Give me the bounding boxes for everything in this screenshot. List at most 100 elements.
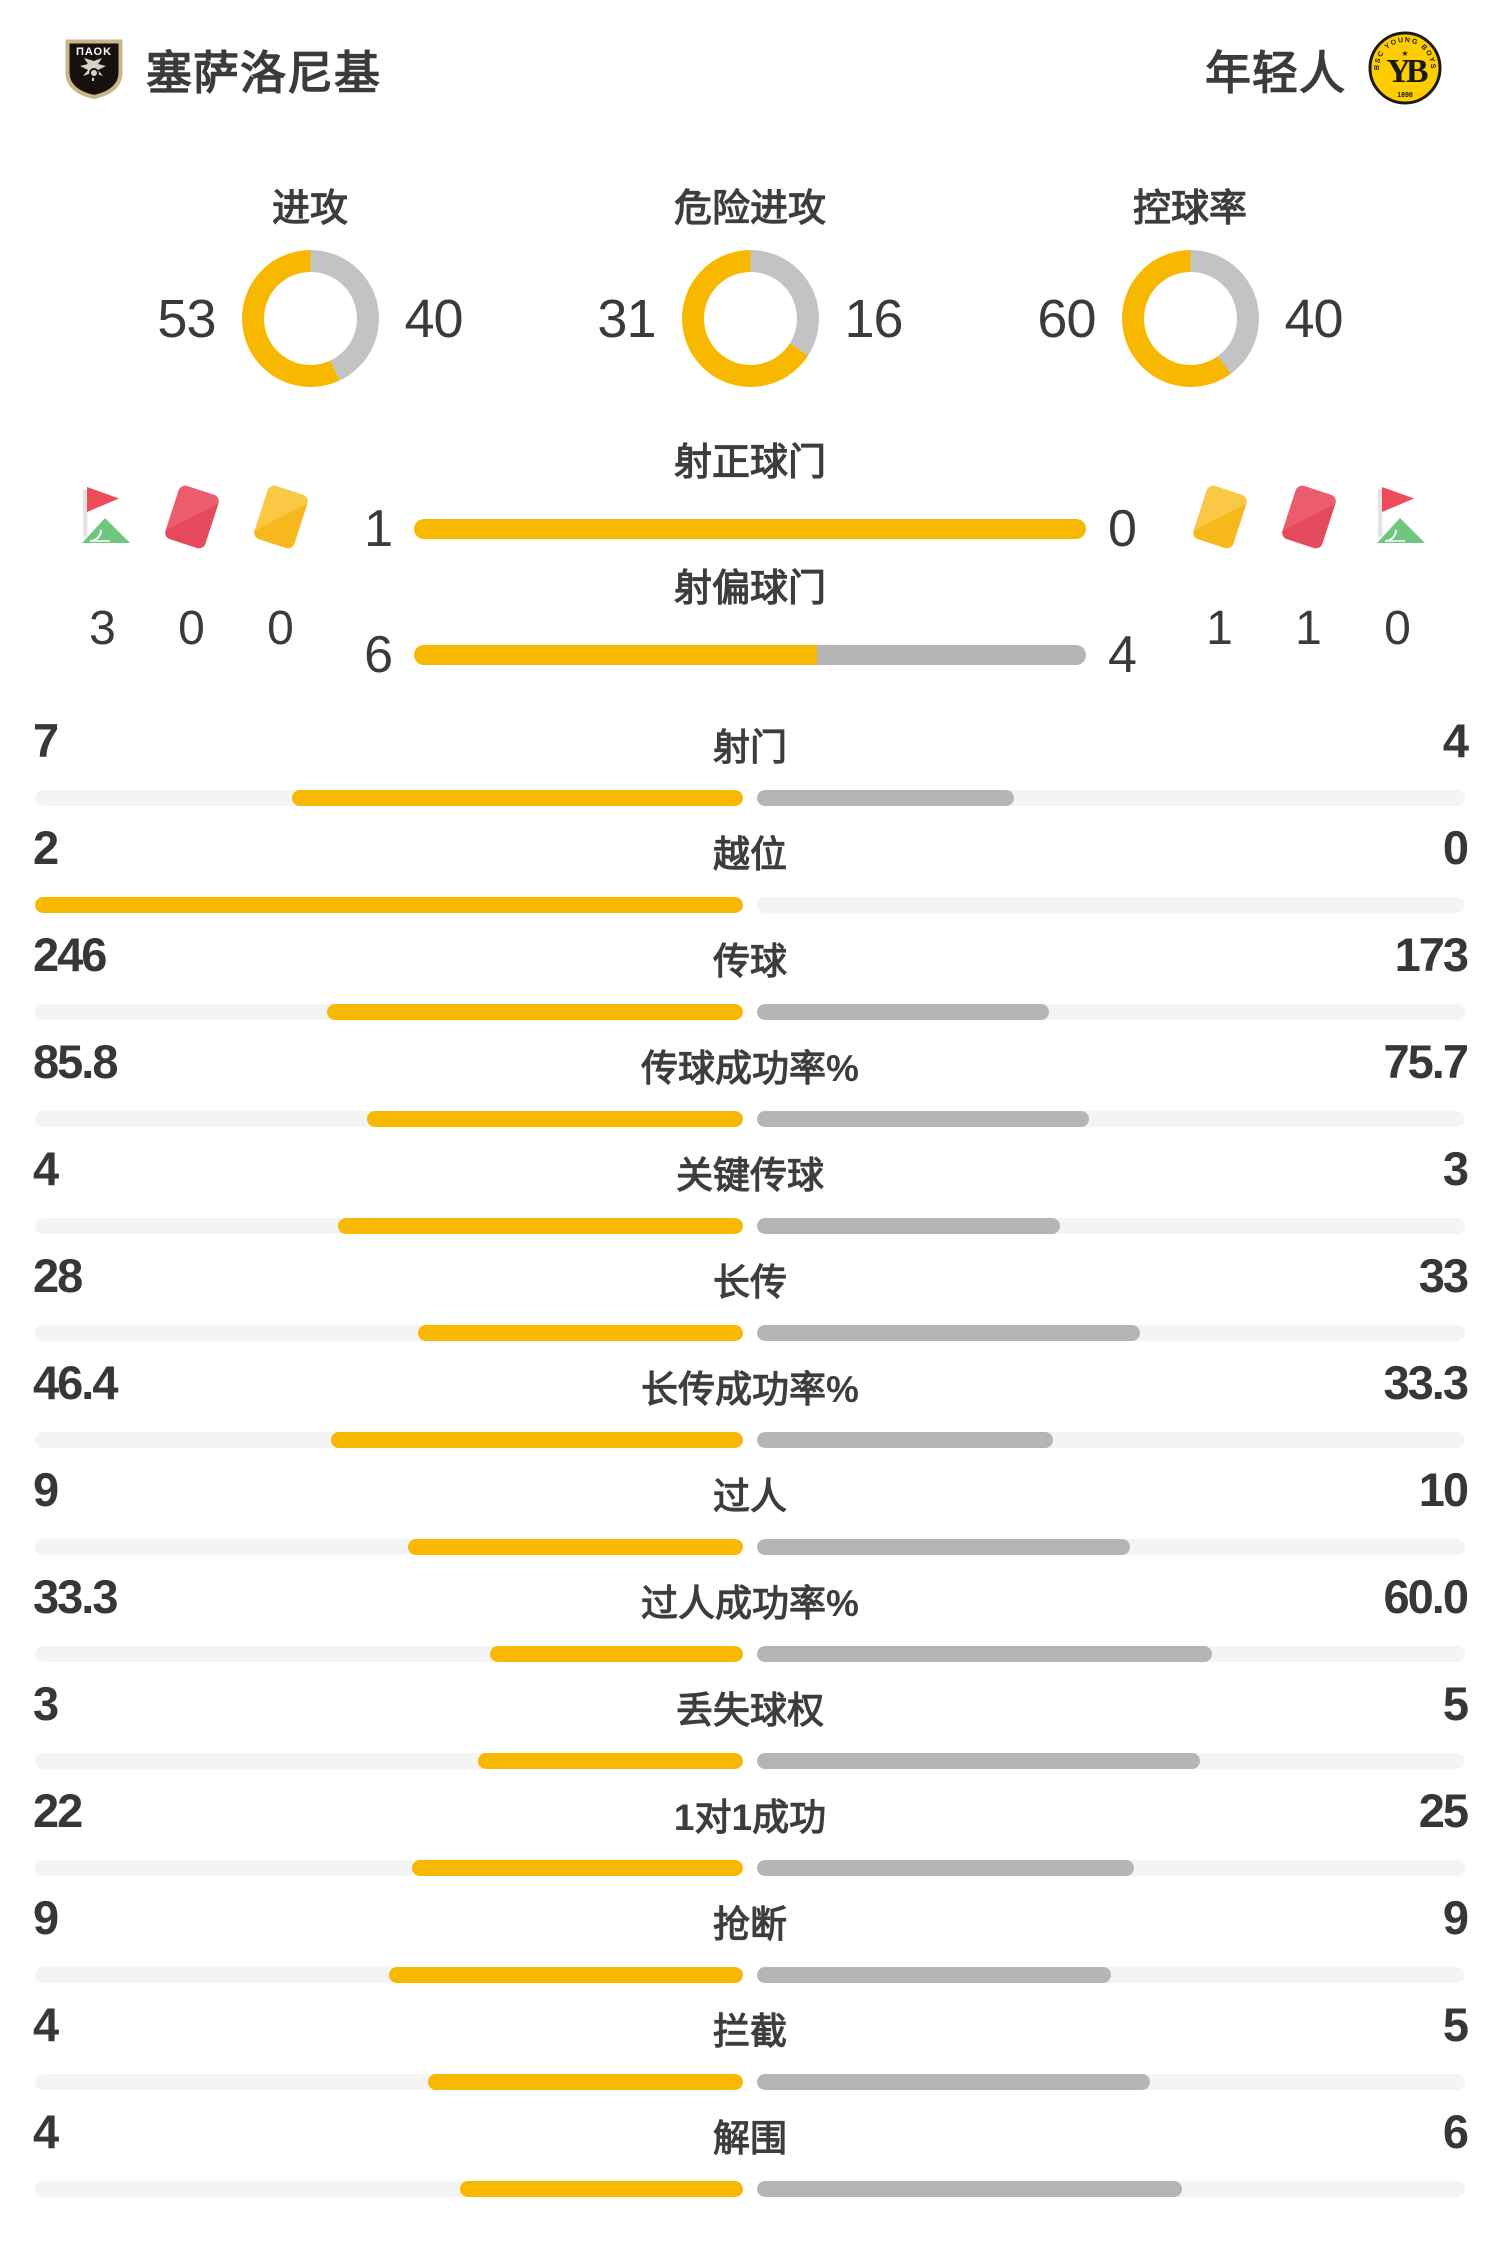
donut-row: 60 40 bbox=[1010, 250, 1370, 387]
shot-home-value: 1 bbox=[364, 500, 393, 558]
stat-bar-left-half bbox=[35, 790, 743, 806]
stat-away-bar bbox=[757, 2074, 1151, 2090]
stat-away-bar bbox=[757, 790, 1015, 806]
stat-away-bar bbox=[757, 2181, 1182, 2197]
stat-bar-left-half bbox=[35, 1432, 743, 1448]
stat-bar-center-gap bbox=[743, 1004, 757, 1020]
stat-bar-left-half bbox=[35, 2074, 743, 2090]
stat-home-bar bbox=[327, 1004, 743, 1020]
discipline-icon-cell bbox=[147, 483, 236, 551]
yellow-card-icon bbox=[1190, 483, 1249, 551]
stat-away-bar bbox=[757, 1004, 1050, 1020]
stat-bar-track bbox=[35, 1646, 1465, 1662]
stat-bar-right-half bbox=[757, 1753, 1465, 1769]
header: ΠΑΟΚ 塞萨洛尼基 年轻人 BSC YOUNG BOYS bbox=[0, 0, 1500, 112]
stat-away-value: 33.3 bbox=[1383, 1356, 1469, 1409]
stat-home-bar bbox=[338, 1218, 743, 1234]
donut-home-value: 60 bbox=[1037, 288, 1096, 349]
stat-bar-track bbox=[35, 1432, 1465, 1448]
stat-home-bar bbox=[477, 1753, 743, 1769]
stat-home-value: 85.8 bbox=[33, 1035, 118, 1088]
stat-bar-track bbox=[35, 1539, 1465, 1555]
stat-away-value: 9 bbox=[1442, 1891, 1469, 1944]
stat-bar-right-half bbox=[757, 1967, 1465, 1983]
stat-bar-right-half bbox=[757, 1860, 1465, 1876]
stat-home-value: 3 bbox=[33, 1677, 59, 1730]
stat-away-value: 173 bbox=[1394, 928, 1469, 981]
stat-home-bar bbox=[490, 1646, 743, 1662]
stat-label: 丢失球权 bbox=[676, 1690, 824, 1731]
stat-row: 2 越位 0 bbox=[0, 812, 1500, 919]
yellow-card-icon bbox=[251, 483, 310, 551]
discipline-icon-cell bbox=[236, 483, 325, 551]
donut-home-value: 53 bbox=[157, 288, 216, 349]
stat-away-value: 6 bbox=[1442, 2105, 1469, 2158]
stat-row: 46.4 长传成功率% 33.3 bbox=[0, 1347, 1500, 1454]
stat-label: 长传 bbox=[713, 1262, 787, 1303]
shot-bars-column: 射正球门 1 0 射偏球门 6 4 bbox=[330, 439, 1170, 684]
red-card-icon bbox=[1279, 483, 1338, 551]
stat-row: 3 丢失球权 5 bbox=[0, 1668, 1500, 1775]
stat-bar-center-gap bbox=[743, 1539, 757, 1555]
stat-label: 越位 bbox=[713, 834, 787, 875]
stat-away-bar bbox=[757, 1860, 1134, 1876]
stat-home-bar bbox=[459, 2181, 743, 2197]
stat-away-value: 60.0 bbox=[1383, 1570, 1469, 1623]
stat-row: 9 过人 10 bbox=[0, 1454, 1500, 1561]
stat-bar-right-half bbox=[757, 1325, 1465, 1341]
stat-away-value: 10 bbox=[1418, 1463, 1469, 1516]
stat-home-value: 33.3 bbox=[33, 1570, 118, 1623]
stat-bar-right-half bbox=[757, 790, 1465, 806]
stat-row: 28 长传 33 bbox=[0, 1240, 1500, 1347]
svg-text:ΠΑΟΚ: ΠΑΟΚ bbox=[76, 46, 112, 58]
stat-bar-track bbox=[35, 2181, 1465, 2197]
stat-home-bar bbox=[418, 1325, 743, 1341]
stat-bar-right-half bbox=[757, 2181, 1465, 2197]
stat-label: 射门 bbox=[713, 727, 787, 768]
stat-bar-right-half bbox=[757, 1646, 1465, 1662]
away-discipline-column: 1 1 0 bbox=[1170, 439, 1500, 656]
svg-text:1898: 1898 bbox=[1397, 92, 1413, 99]
stat-row: 7 射门 4 bbox=[0, 705, 1500, 812]
donut-ring-chart bbox=[681, 250, 819, 387]
stat-label: 关键传球 bbox=[676, 1155, 824, 1196]
stat-bar-center-gap bbox=[743, 790, 757, 806]
stat-label: 传球 bbox=[713, 941, 787, 982]
stat-label: 1对1成功 bbox=[673, 1797, 827, 1838]
stat-bar-center-gap bbox=[743, 1218, 757, 1234]
stat-bar-left-half bbox=[35, 1860, 743, 1876]
home-discipline-column: 3 0 0 bbox=[0, 439, 330, 656]
donut-hole bbox=[703, 272, 797, 365]
shot-bar bbox=[414, 645, 1086, 665]
stat-bar-right-half bbox=[757, 1539, 1465, 1555]
stat-bar-center-gap bbox=[743, 897, 757, 913]
stat-home-value: 46.4 bbox=[33, 1356, 118, 1409]
stat-bar-left-half bbox=[35, 2181, 743, 2197]
stat-away-value: 5 bbox=[1442, 1677, 1469, 1730]
svg-text:★: ★ bbox=[1401, 49, 1408, 58]
stat-home-bar bbox=[292, 790, 743, 806]
donut-charts-section: 进攻 53 40 危险进攻 31 16 控球率 60 40 bbox=[0, 186, 1500, 387]
stats-list: 7 射门 4 2 越位 0 246 传球 173 85.8 传球成功率% 75.7 4 关键传球 3 28 长传… bbox=[0, 705, 1500, 2203]
stat-home-bar bbox=[428, 2074, 743, 2090]
stat-bar-left-half bbox=[35, 1539, 743, 1555]
stat-away-bar bbox=[757, 1111, 1089, 1127]
donut-hole bbox=[263, 272, 357, 365]
discipline-value: 0 bbox=[178, 602, 205, 655]
donut-away-value: 40 bbox=[404, 288, 464, 349]
donut-home-value: 31 bbox=[597, 288, 656, 349]
discipline-values-row: 1 1 0 bbox=[1175, 601, 1442, 656]
donut-block: 控球率 60 40 bbox=[1010, 186, 1370, 387]
stat-bar-center-gap bbox=[743, 2074, 757, 2090]
stat-label: 过人 bbox=[713, 1476, 787, 1517]
donut-row: 31 16 bbox=[570, 250, 930, 387]
away-team: 年轻人 BSC YOUNG BOYS ★ YB 1898 bbox=[1205, 31, 1442, 110]
discipline-icons-row bbox=[58, 483, 330, 551]
donut-label: 进攻 bbox=[271, 188, 348, 230]
stat-home-value: 9 bbox=[33, 1463, 59, 1516]
stat-home-value: 9 bbox=[33, 1891, 59, 1944]
stat-away-bar bbox=[757, 1325, 1141, 1341]
stat-bar-track bbox=[35, 1218, 1465, 1234]
stat-away-value: 33 bbox=[1418, 1249, 1469, 1302]
